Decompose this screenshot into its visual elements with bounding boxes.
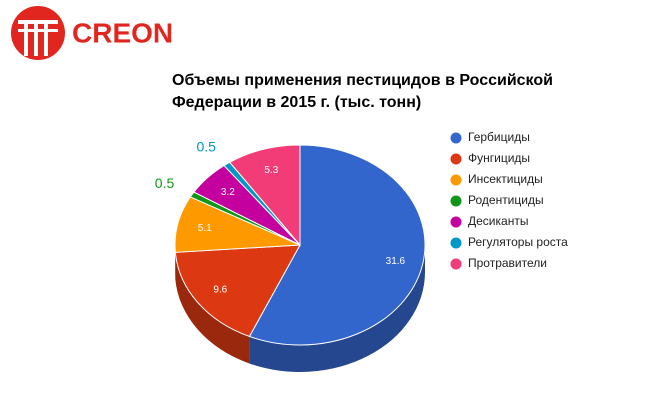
legend-marker	[450, 132, 462, 144]
legend-marker	[450, 258, 462, 270]
legend-marker	[450, 153, 462, 165]
chart-title: Объемы применения пестицидов в Российско…	[172, 72, 553, 111]
logo-text: CREON	[72, 17, 173, 48]
legend-label: Десиканты	[468, 214, 528, 228]
slice-side	[175, 252, 250, 364]
legend-label: Регуляторы роста	[468, 235, 568, 249]
legend-label: Гербициды	[468, 130, 530, 144]
slice	[248, 144, 426, 346]
legend-marker	[450, 216, 462, 228]
data-label: 9.6	[213, 285, 227, 296]
legend-marker	[450, 237, 462, 249]
data-label: 5.3	[264, 165, 278, 176]
slice	[228, 144, 301, 247]
data-label: 0.5	[155, 175, 175, 191]
legend-label: Инсектициды	[468, 172, 543, 186]
data-label: 31.6	[386, 256, 406, 267]
data-label: 5.1	[198, 223, 212, 234]
slice	[174, 244, 301, 338]
legend-label: Протравители	[468, 256, 547, 270]
logo-icon	[11, 6, 65, 60]
data-label: 3.2	[221, 187, 235, 198]
legend-label: Родентициды	[468, 193, 544, 207]
slice-side	[249, 245, 425, 373]
data-label: 0.5	[197, 138, 217, 154]
legend-marker	[450, 174, 462, 186]
legend-marker	[450, 195, 462, 207]
legend-label: Фунгициды	[468, 151, 530, 165]
